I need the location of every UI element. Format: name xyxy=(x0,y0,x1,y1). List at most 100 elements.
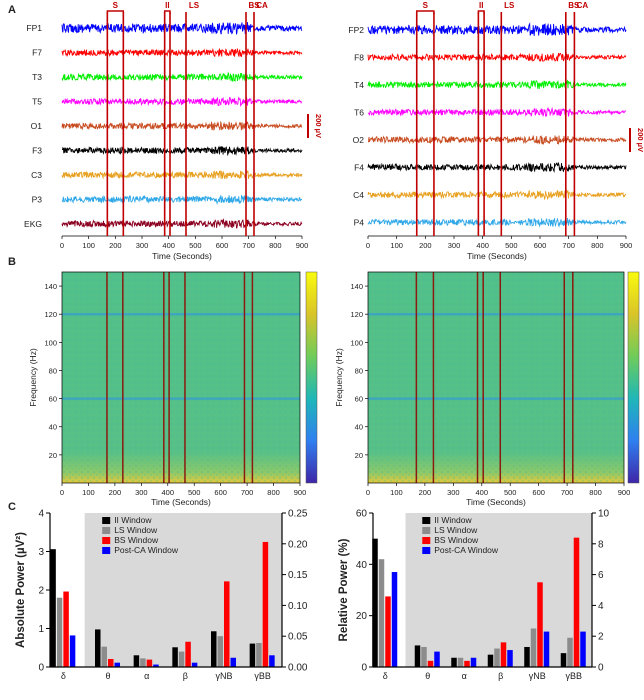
y-tick-label: 60 xyxy=(49,395,57,404)
notch-band xyxy=(368,313,624,316)
event-label: LS xyxy=(189,1,200,10)
y-tick-label-right: 8 xyxy=(598,539,604,550)
right-axis-shade xyxy=(84,513,283,667)
y-axis-title: Frequency (Hz) xyxy=(334,348,344,407)
bar xyxy=(580,631,586,667)
x-tick-label: 100 xyxy=(82,488,95,497)
y-tick-label: 20 xyxy=(356,611,368,622)
spectrogram-right: 20 40 60 80 100 120 140 0 100 200 300 400 500 600 700 8… xyxy=(334,271,640,507)
y-tick-label-right: 0.20 xyxy=(288,539,308,550)
eeg-trace xyxy=(61,194,303,206)
eeg-trace xyxy=(367,79,627,89)
legend-entry: BS Window xyxy=(114,535,159,545)
event-bracket xyxy=(163,10,171,14)
y-tick-label-right: 6 xyxy=(598,570,604,581)
x-tick-label: 100 xyxy=(82,241,95,250)
bar xyxy=(114,662,120,667)
bar xyxy=(140,658,146,667)
y-tick-label: 120 xyxy=(44,310,57,319)
panel-letter-a: A xyxy=(8,4,16,16)
bar-chart-absolute: δ θ α β γNB γBB 0 1 2 3 4 0.00 0.05 0.10 0.15 0.20 0.25 A… xyxy=(15,509,308,682)
right-axis-shade xyxy=(405,513,592,667)
y-tick-label: 20 xyxy=(49,451,57,460)
channel-label: P3 xyxy=(32,194,43,204)
event-label: BS xyxy=(568,1,580,10)
x-tick-label: 900 xyxy=(620,241,633,250)
bar xyxy=(470,657,477,667)
bar xyxy=(414,645,421,667)
category-label: γBB xyxy=(254,671,271,681)
notch-band xyxy=(62,397,300,400)
bar xyxy=(269,655,275,667)
x-tick-label: 200 xyxy=(109,241,122,250)
channel-label: T3 xyxy=(32,72,42,82)
legend-swatch xyxy=(422,547,431,554)
x-tick-label: 800 xyxy=(267,488,280,497)
eeg-trace xyxy=(367,218,627,228)
event-label: S xyxy=(113,1,119,10)
notch-band xyxy=(368,397,624,400)
bar xyxy=(457,657,464,667)
bar xyxy=(249,643,256,667)
x-tick-label: 0 xyxy=(366,241,370,250)
bar xyxy=(421,646,427,667)
scale-bar-label: 200 µV xyxy=(636,128,644,152)
eeg-trace xyxy=(62,145,303,157)
category-label: γBB xyxy=(565,671,582,681)
x-tick-label: 200 xyxy=(419,241,432,250)
bar xyxy=(385,596,391,667)
bar xyxy=(494,648,500,667)
x-tick-label: 700 xyxy=(562,241,575,250)
eeg-trace xyxy=(61,218,303,229)
x-tick-label: 0 xyxy=(60,488,64,497)
spectrogram-texture xyxy=(62,272,300,483)
legend-entry: II Window xyxy=(434,515,472,525)
x-tick-label: 600 xyxy=(532,488,545,497)
x-axis-title: Time (Seconds) xyxy=(467,251,527,261)
eeg-trace xyxy=(367,189,627,201)
eeg-trace xyxy=(61,47,303,58)
y-axis-title: Relative Power (%) xyxy=(338,538,350,641)
category-label: α xyxy=(462,671,467,681)
channel-label: F3 xyxy=(32,145,42,155)
y-tick-label-right: 0.05 xyxy=(288,632,308,643)
x-tick-label: 700 xyxy=(242,241,255,250)
eeg-trace xyxy=(61,120,303,131)
category-label: δ xyxy=(383,671,388,681)
x-tick-label: 0 xyxy=(366,488,370,497)
event-label: LS xyxy=(504,1,515,10)
bar xyxy=(56,597,63,667)
event-label: CA xyxy=(577,1,589,10)
bar xyxy=(378,559,385,667)
channel-label: FP1 xyxy=(26,23,42,33)
spectrogram-left: 20 40 60 80 100 120 140 0 100 200 300 400 500 600 700 8… xyxy=(28,271,318,507)
x-tick-label: 100 xyxy=(390,488,403,497)
x-tick-label: 500 xyxy=(188,488,201,497)
event-label: S xyxy=(423,1,429,10)
x-tick-label: 100 xyxy=(390,241,403,250)
event-label: BS xyxy=(248,1,260,10)
y-tick-label: 3 xyxy=(38,547,44,558)
category-label: δ xyxy=(61,671,66,681)
scale-bar-label: 200 µV xyxy=(314,114,323,138)
y-tick-label: 2 xyxy=(38,586,44,597)
y-tick-label-right: 0 xyxy=(598,663,604,674)
bar xyxy=(372,538,378,667)
category-label: θ xyxy=(105,671,110,681)
bar xyxy=(185,641,191,667)
x-tick-label: 400 xyxy=(162,488,175,497)
channel-label: F4 xyxy=(354,162,364,172)
bar xyxy=(543,631,550,667)
bar xyxy=(507,650,513,667)
y-tick-label: 80 xyxy=(355,366,363,375)
x-tick-label: 800 xyxy=(269,241,282,250)
eeg-trace xyxy=(61,169,303,180)
bar xyxy=(530,628,537,667)
x-axis-title: Time (Seconds) xyxy=(152,251,212,261)
bar xyxy=(487,654,494,667)
legend-swatch xyxy=(102,527,111,534)
x-tick-label: 800 xyxy=(591,241,604,250)
bar xyxy=(500,642,507,667)
eeg-trace xyxy=(61,71,303,83)
